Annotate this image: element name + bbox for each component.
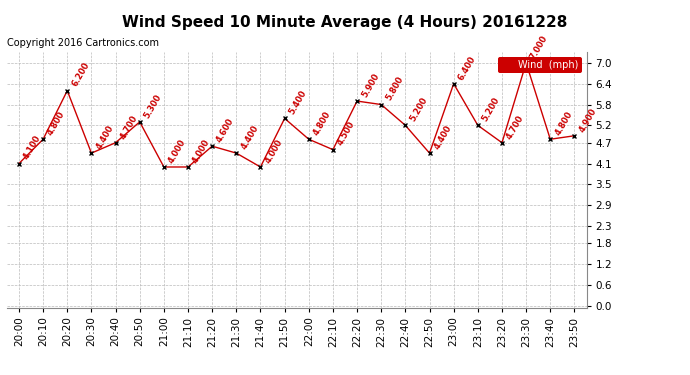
Text: 5.900: 5.900 (360, 72, 381, 99)
Text: Copyright 2016 Cartronics.com: Copyright 2016 Cartronics.com (7, 38, 159, 48)
Legend: Wind  (mph): Wind (mph) (498, 57, 582, 73)
Text: 7.000: 7.000 (529, 33, 550, 61)
Text: 4.100: 4.100 (22, 134, 43, 161)
Text: 5.400: 5.400 (288, 89, 308, 116)
Text: 4.800: 4.800 (553, 110, 574, 137)
Text: 4.500: 4.500 (336, 120, 357, 147)
Text: 6.400: 6.400 (457, 54, 477, 81)
Text: 4.000: 4.000 (167, 138, 188, 165)
Text: 4.700: 4.700 (505, 113, 526, 141)
Text: 4.000: 4.000 (191, 138, 212, 165)
Text: 4.400: 4.400 (95, 123, 115, 151)
Text: 5.300: 5.300 (143, 92, 164, 120)
Text: 4.000: 4.000 (264, 138, 284, 165)
Text: 5.200: 5.200 (408, 96, 429, 123)
Text: 5.800: 5.800 (384, 75, 405, 102)
Text: 4.800: 4.800 (46, 110, 67, 137)
Text: 4.600: 4.600 (215, 117, 236, 144)
Text: 4.900: 4.900 (578, 106, 598, 134)
Text: 6.200: 6.200 (70, 61, 91, 88)
Text: 4.400: 4.400 (239, 123, 260, 151)
Text: 4.400: 4.400 (433, 123, 453, 151)
Text: 4.700: 4.700 (119, 113, 139, 141)
Text: 5.200: 5.200 (481, 96, 502, 123)
Text: 4.800: 4.800 (312, 110, 333, 137)
Text: Wind Speed 10 Minute Average (4 Hours) 20161228: Wind Speed 10 Minute Average (4 Hours) 2… (122, 15, 568, 30)
